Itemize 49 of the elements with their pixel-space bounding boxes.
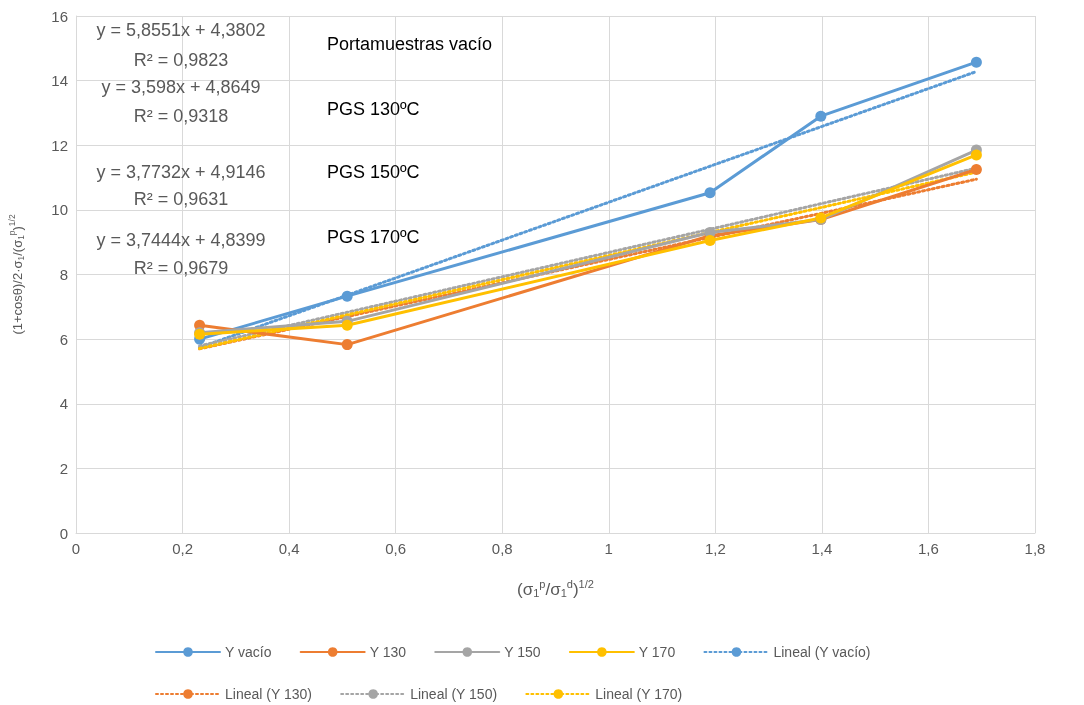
annotation: y = 3,598x + 4,8649 — [100, 76, 262, 98]
point — [815, 110, 827, 122]
annotation: PGS 150ºC — [327, 161, 420, 183]
annotation: y = 5,8551x + 4,3802 — [95, 19, 267, 41]
x-tick-label: 1 — [604, 540, 613, 557]
annotation: Portamuestras vacío — [327, 33, 493, 55]
x-tick-label: 1,6 — [918, 540, 939, 557]
annotation: PGS 170ºC — [327, 226, 420, 248]
x-tick-label: 0,4 — [278, 540, 300, 557]
y-tick-label: 10 — [51, 201, 68, 219]
point — [704, 235, 716, 247]
point — [704, 187, 716, 199]
legend-label: Y 130 — [369, 644, 407, 660]
x-tick-label: 0,6 — [385, 540, 407, 557]
y-tick-label: 4 — [59, 395, 68, 413]
point — [341, 319, 353, 331]
y-tick-label: 14 — [51, 72, 68, 90]
legend-label: Y vacío — [225, 644, 272, 660]
annotation: y = 3,7732x + 4,9146 — [95, 161, 267, 183]
y-tick-label: 0 — [59, 524, 68, 542]
annotation: R² = 0,9823 — [132, 49, 230, 71]
point — [970, 56, 982, 68]
annotation: R² = 0,9679 — [132, 257, 230, 279]
point — [970, 163, 982, 175]
x-tick-label: 0,8 — [491, 540, 513, 557]
annotation: R² = 0,9631 — [132, 188, 230, 210]
legend-label: Y 150 — [504, 644, 541, 660]
legend-label: Lineal (Y 150) — [410, 686, 498, 702]
point — [970, 149, 982, 161]
annotation: PGS 130ºC — [327, 98, 420, 120]
y-axis-title: (1+cosθ)/2·σ1/(σ1p)1/2 — [7, 214, 26, 335]
y-tick-label: 2 — [59, 459, 68, 477]
annotation: y = 3,7444x + 4,8399 — [95, 229, 267, 251]
x-tick-label: 1,8 — [1024, 540, 1046, 557]
x-tick-label: 1,2 — [704, 540, 726, 557]
y-tick-label: 16 — [51, 7, 68, 25]
point — [341, 339, 353, 351]
x-tick-label: 1,4 — [811, 540, 833, 557]
legend-label: Lineal (Y 170) — [595, 686, 683, 702]
point — [341, 290, 353, 302]
legend-label: Lineal (Y 130) — [225, 686, 312, 702]
annotation: R² = 0,9318 — [132, 105, 230, 127]
y-tick-label: 6 — [59, 330, 68, 348]
x-tick-label: 0 — [71, 540, 81, 557]
legend-label: Y 170 — [638, 644, 676, 660]
x-tick-label: 0,2 — [172, 540, 193, 557]
legend-label: Lineal (Y vacío) — [773, 644, 871, 660]
y-tick-label: 12 — [51, 136, 68, 154]
y-tick-label: 8 — [59, 266, 68, 283]
